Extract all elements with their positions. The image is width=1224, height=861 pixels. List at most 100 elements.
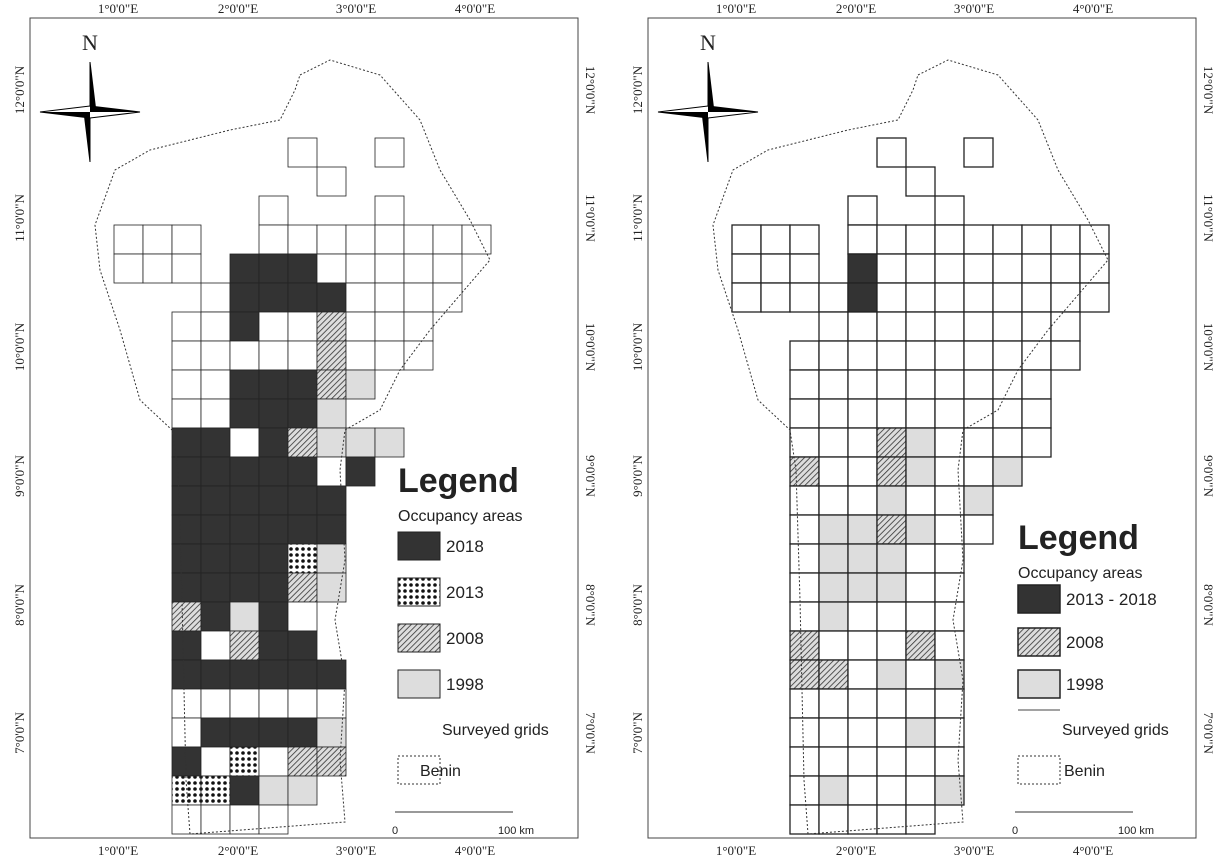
grid-cell — [847, 746, 878, 777]
grid-cell — [876, 485, 907, 516]
lat-label: 10°0'0"N — [12, 322, 27, 371]
north-label: N — [82, 30, 98, 55]
benin-outline — [712, 59, 1109, 835]
lon-label: 3°0'0"E — [954, 1, 994, 16]
grid-cell — [876, 804, 907, 835]
grid-cell — [287, 746, 318, 777]
grid-cell — [258, 282, 289, 313]
lat-label: 10°0'0"N — [630, 322, 645, 371]
grid-cell — [847, 659, 878, 690]
grid-cell — [818, 543, 849, 574]
grid-cell — [1021, 311, 1052, 342]
lat-label: 10°0'0"N — [583, 323, 598, 372]
grid-cell — [258, 746, 289, 777]
grid-cell — [731, 224, 762, 255]
grid-cell — [229, 282, 260, 313]
grid-cell — [200, 427, 231, 458]
grid-cell — [847, 427, 878, 458]
grid-cell — [905, 514, 936, 545]
grid-cell — [905, 311, 936, 342]
grid-cell — [847, 195, 878, 226]
legend-swatch — [1017, 755, 1061, 785]
grid-cell — [905, 224, 936, 255]
grid-cell — [171, 717, 202, 748]
grid-cell — [818, 514, 849, 545]
grid-cell — [287, 688, 318, 719]
legend-label: Benin — [420, 763, 461, 780]
grid-cell — [316, 543, 347, 574]
grid-cell — [789, 630, 820, 661]
grid-cell — [316, 688, 347, 719]
grid-cell — [287, 137, 318, 168]
scale-label: 100 km — [498, 825, 534, 837]
grid-cell — [847, 398, 878, 429]
grid-cell — [1050, 224, 1081, 255]
grid-cell — [963, 282, 994, 313]
lat-label: 8°0'0"N — [12, 584, 27, 626]
grid-cell — [200, 601, 231, 632]
grid-cell — [142, 253, 173, 284]
north-label: N — [700, 30, 716, 55]
lat-label: 7°0'0"N — [1201, 712, 1216, 754]
grid-cell — [905, 456, 936, 487]
grid-cell — [200, 659, 231, 690]
scale-label: 100 km — [1118, 825, 1154, 837]
grid-cell — [374, 224, 405, 255]
grid-cell — [847, 804, 878, 835]
grid-cell — [934, 746, 965, 777]
grid-cell — [963, 224, 994, 255]
grid-cell — [934, 224, 965, 255]
grid-cell — [905, 485, 936, 516]
grid-cell — [374, 311, 405, 342]
grid-cell — [287, 369, 318, 400]
grid-cell — [789, 659, 820, 690]
grid-cell — [287, 572, 318, 603]
grid-cell — [229, 485, 260, 516]
grid-cell — [171, 514, 202, 545]
grid-cell — [229, 717, 260, 748]
grid-cell — [374, 137, 405, 168]
grid-cell — [171, 311, 202, 342]
grid-cell — [316, 746, 347, 777]
map-frame — [647, 17, 1197, 839]
grid-cell — [316, 659, 347, 690]
grid-cell — [905, 630, 936, 661]
lat-label: 8°0'0"N — [583, 584, 598, 626]
grid-cell — [818, 775, 849, 806]
lon-label: 4°0'0"E — [1073, 1, 1113, 16]
grid-cell — [905, 543, 936, 574]
grid-cell — [905, 688, 936, 719]
grid-cell — [1050, 253, 1081, 284]
compass — [658, 112, 708, 118]
grid-cell — [760, 253, 791, 284]
grid-cell — [934, 717, 965, 748]
grid-cell — [171, 572, 202, 603]
map-panel: 1°0'0"E 1°0'0"E 2°0'0"E 2°0'0"E 3°0'0"E 3°0'0… — [12, 1, 598, 858]
grid-cell — [229, 630, 260, 661]
grid-cell — [818, 572, 849, 603]
grid-cell — [963, 253, 994, 284]
grid-cell — [200, 398, 231, 429]
grid-cell — [731, 282, 762, 313]
grid-cell — [818, 369, 849, 400]
legend-label: 2008 — [1066, 633, 1104, 652]
grid-cell — [818, 630, 849, 661]
grid-cell — [200, 688, 231, 719]
lat-label: 11°0'0"N — [630, 194, 645, 242]
grid-cell — [905, 253, 936, 284]
grid-cell — [432, 224, 463, 255]
grid-cell — [847, 311, 878, 342]
map-panel: 1°0'0"E 1°0'0"E 2°0'0"E 2°0'0"E 3°0'0"E 3°0'0… — [630, 1, 1216, 858]
grid-cell — [818, 485, 849, 516]
lon-label: 4°0'0"E — [455, 843, 495, 858]
grid-cell — [818, 804, 849, 835]
grid-cell — [876, 253, 907, 284]
grid-cell — [316, 456, 347, 487]
grid-cell — [760, 282, 791, 313]
lat-label: 11°0'0"N — [12, 194, 27, 242]
grid-cell — [316, 427, 347, 458]
grid-cell — [1079, 253, 1110, 284]
grid-cell — [345, 224, 376, 255]
grid-cell — [374, 253, 405, 284]
grid-cell — [258, 456, 289, 487]
